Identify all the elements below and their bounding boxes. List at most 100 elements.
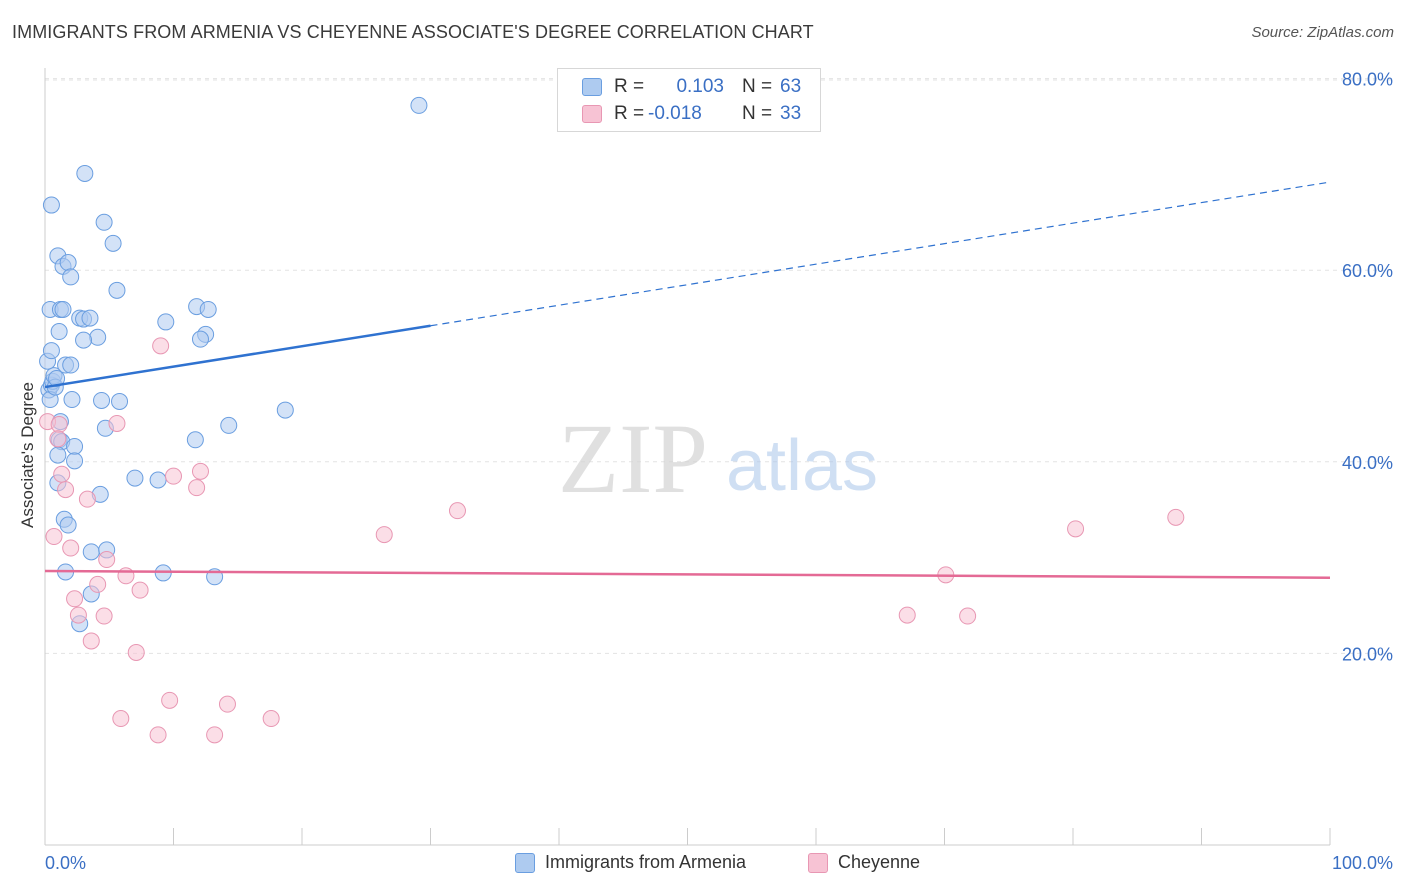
point-cheyenne <box>206 726 224 744</box>
point-cheyenne <box>95 607 113 625</box>
point-armenia <box>157 313 175 331</box>
point-armenia <box>66 437 84 455</box>
point-cheyenne <box>1067 520 1085 538</box>
point-cheyenne <box>112 710 130 728</box>
legend-r-value: 0.103 <box>676 76 724 97</box>
axes <box>44 68 1331 846</box>
point-armenia <box>410 96 428 114</box>
point-armenia <box>81 309 99 327</box>
point-cheyenne <box>45 528 63 546</box>
y-tick-label: 60.0% <box>1342 261 1393 281</box>
legend-r-label: R = <box>614 76 645 97</box>
legend-r-value: -0.018 <box>648 103 702 124</box>
point-armenia <box>59 254 77 272</box>
point-armenia <box>149 471 167 489</box>
tick-labels: 20.0% 40.0% 60.0% 80.0% 0.0% 100.0% <box>45 70 1393 873</box>
point-cheyenne <box>959 607 977 625</box>
legend-n-value: 63 <box>780 76 802 97</box>
point-armenia <box>49 446 67 464</box>
point-armenia <box>199 300 217 318</box>
point-armenia <box>111 392 129 410</box>
point-armenia <box>104 234 122 252</box>
point-cheyenne <box>131 581 149 599</box>
point-cheyenne <box>50 415 68 433</box>
bottom-legend-swatch-pink <box>808 852 828 873</box>
watermark-zip: ZIP <box>558 403 708 514</box>
point-cheyenne <box>188 479 206 497</box>
y-tick-label: 40.0% <box>1342 453 1393 473</box>
point-cheyenne <box>98 551 116 569</box>
x-tick-label: 100.0% <box>1332 853 1393 873</box>
point-armenia <box>276 401 294 419</box>
legend-r-label: R = <box>614 103 645 124</box>
point-cheyenne <box>89 575 107 593</box>
point-cheyenne <box>448 502 466 520</box>
legend-row-cheyenne: R = -0.018 N = 33 <box>582 102 801 126</box>
point-cheyenne <box>66 590 84 608</box>
point-cheyenne <box>82 632 100 650</box>
watermark-atlas: atlas <box>726 426 878 506</box>
gridlines <box>45 78 1392 654</box>
point-armenia <box>126 469 144 487</box>
point-armenia <box>75 331 93 349</box>
point-cheyenne <box>127 643 145 661</box>
legend-n-label: N = <box>742 76 773 97</box>
y-tick-label: 20.0% <box>1342 644 1393 664</box>
point-armenia <box>62 356 80 374</box>
point-cheyenne <box>1167 508 1185 526</box>
legend-n-value: 33 <box>780 103 802 124</box>
trend-lines <box>44 181 1331 579</box>
bottom-legend-cheyenne: Cheyenne <box>808 852 920 873</box>
chart-title: IMMIGRANTS FROM ARMENIA VS CHEYENNE ASSO… <box>12 22 814 42</box>
point-cheyenne <box>262 710 280 728</box>
trend-line-armenia <box>44 324 431 389</box>
point-cheyenne <box>62 539 80 557</box>
point-armenia <box>191 330 209 348</box>
x-tick-label: 0.0% <box>45 853 86 873</box>
point-armenia <box>108 281 126 299</box>
point-armenia <box>186 431 204 449</box>
point-cheyenne <box>898 606 916 624</box>
bottom-legend-armenia: Immigrants from Armenia <box>515 852 746 873</box>
point-cheyenne <box>218 695 236 713</box>
correlation-legend: R = 0.103 N = 63 R = -0.018 N = 33 <box>557 68 821 132</box>
point-cheyenne <box>108 414 126 432</box>
point-armenia <box>63 391 81 409</box>
point-cheyenne <box>49 430 67 448</box>
trend-line-armenia-projection <box>430 181 1331 327</box>
bottom-legend-label: Immigrants from Armenia <box>545 852 747 872</box>
point-armenia <box>62 268 80 286</box>
point-armenia <box>93 391 111 409</box>
point-cheyenne <box>375 526 393 544</box>
y-tick-label: 80.0% <box>1342 70 1393 90</box>
point-armenia <box>42 342 60 360</box>
point-cheyenne <box>53 465 71 483</box>
point-armenia <box>82 543 100 561</box>
point-cheyenne <box>191 462 209 480</box>
point-armenia <box>66 452 84 470</box>
point-armenia <box>76 164 94 182</box>
point-armenia <box>59 516 77 534</box>
point-armenia <box>89 328 107 346</box>
point-armenia <box>220 416 238 434</box>
point-cheyenne <box>69 606 87 624</box>
legend-swatch-blue <box>582 78 602 96</box>
point-armenia <box>95 213 113 231</box>
point-cheyenne <box>78 490 96 508</box>
point-cheyenne <box>152 337 170 355</box>
legend-row-armenia: R = 0.103 N = 63 <box>582 75 801 99</box>
source-label: Source: ZipAtlas.com <box>1251 24 1394 41</box>
legend-swatch-pink <box>582 105 602 123</box>
point-cheyenne <box>149 726 167 744</box>
point-cheyenne <box>57 481 75 499</box>
point-armenia <box>42 196 60 214</box>
bottom-legend-label: Cheyenne <box>838 852 921 872</box>
point-armenia <box>54 300 72 318</box>
point-armenia <box>154 564 172 582</box>
bottom-legend-swatch-blue <box>515 852 535 873</box>
point-cheyenne <box>161 691 179 709</box>
trend-line-cheyenne <box>44 569 1331 579</box>
point-armenia <box>50 323 68 341</box>
point-cheyenne <box>165 467 182 485</box>
